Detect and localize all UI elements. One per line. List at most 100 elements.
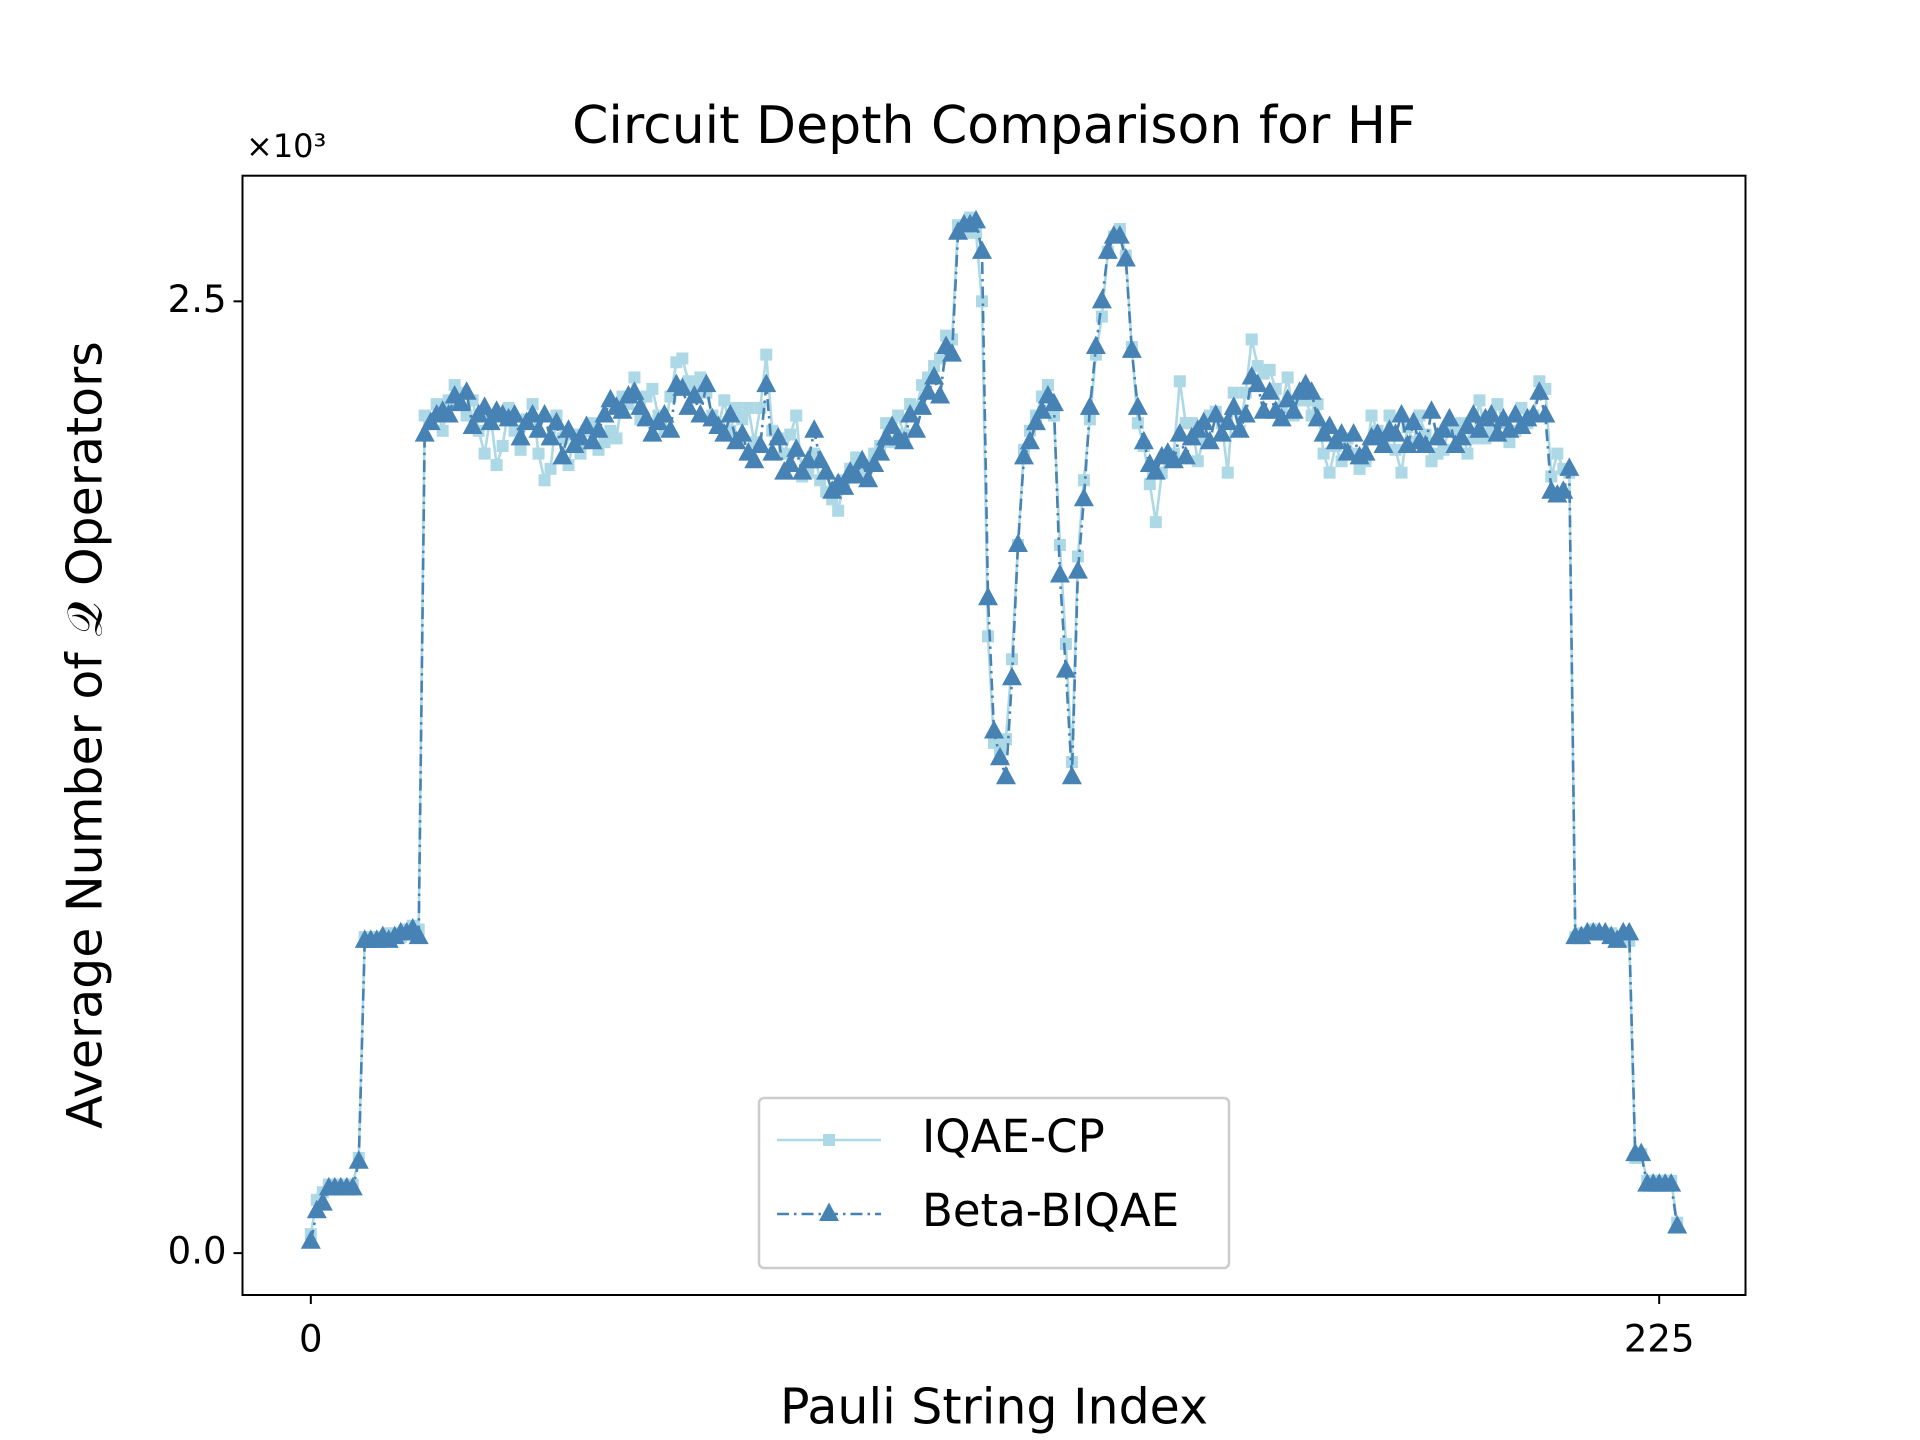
data-point [636, 407, 657, 427]
data-point [1049, 563, 1070, 583]
data-point [1355, 442, 1376, 461]
data-point [1127, 396, 1148, 415]
x-tick-label: 225 [1624, 1318, 1695, 1361]
data-point [1115, 247, 1136, 267]
y-tick-label: 2.5 [168, 278, 227, 321]
data-point [1391, 404, 1412, 423]
data-point [1373, 434, 1394, 454]
data-point [582, 430, 603, 450]
data-point [1055, 659, 1076, 678]
data-point [1301, 381, 1322, 400]
data-point [1235, 404, 1256, 423]
data-point [984, 720, 1004, 739]
data-point [1283, 400, 1304, 419]
data-point [846, 464, 867, 484]
data-point [1173, 375, 1186, 388]
data-point [1415, 434, 1436, 454]
data-point [696, 373, 717, 393]
data-point [1143, 478, 1156, 491]
data-point [900, 404, 921, 423]
data-point [1383, 409, 1396, 422]
data-point [438, 404, 459, 423]
data-point [1073, 487, 1094, 507]
data-point [676, 352, 689, 365]
data-point [1343, 423, 1364, 442]
x-axis-label: Pauli String Index [780, 1379, 1208, 1436]
data-point [510, 426, 531, 446]
data-point [966, 209, 987, 229]
data-point [1079, 396, 1100, 415]
data-point [832, 504, 845, 517]
data-point [1457, 415, 1478, 434]
data-point [1271, 407, 1292, 427]
data-point [654, 404, 675, 423]
data-point [1529, 381, 1550, 400]
data-point [1473, 394, 1486, 407]
data-point [784, 428, 797, 441]
data-point [1169, 423, 1190, 442]
data-point [1031, 400, 1052, 419]
data-point [762, 442, 783, 461]
data-point [1109, 225, 1130, 244]
data-point [1145, 461, 1166, 480]
data-point [816, 461, 837, 480]
data-point [942, 343, 963, 362]
data-point [930, 385, 951, 404]
data-point [1481, 404, 1502, 423]
data-point [1631, 1142, 1652, 1162]
data-point [1211, 423, 1232, 442]
data-point [496, 440, 509, 453]
data-point [544, 462, 557, 475]
data-point [780, 453, 801, 473]
data-point [408, 925, 429, 945]
data-point [732, 423, 753, 442]
data-point [918, 381, 939, 400]
data-point [1551, 447, 1564, 460]
data-point [1205, 404, 1226, 423]
data-point [678, 396, 699, 415]
data-point [1263, 363, 1276, 376]
data-point [1095, 310, 1108, 323]
data-point [768, 426, 789, 446]
data-point [912, 396, 933, 415]
data-point [1661, 1173, 1682, 1192]
data-point [480, 411, 501, 431]
data-point [892, 409, 905, 422]
data-point [1067, 560, 1088, 579]
data-point [1007, 533, 1028, 552]
data-point [1317, 447, 1330, 460]
data-point [534, 404, 555, 423]
data-point [1013, 445, 1034, 465]
data-point [342, 1176, 363, 1196]
data-point [610, 432, 623, 445]
data-point [1061, 765, 1082, 785]
data-point [718, 394, 731, 407]
data-point [1227, 386, 1240, 399]
data-point [1085, 335, 1106, 355]
data-point [1091, 289, 1112, 309]
data-point [1337, 442, 1358, 461]
data-point [1323, 466, 1336, 479]
data-point [594, 404, 615, 423]
data-point [612, 400, 633, 419]
data-point [1223, 396, 1244, 415]
data-point [1307, 407, 1328, 427]
y-offset-label: ×10³ [246, 127, 326, 165]
data-point [660, 419, 681, 438]
data-point [1245, 333, 1258, 346]
data-point [906, 419, 927, 438]
data-point [834, 476, 855, 495]
data-point [1043, 392, 1064, 412]
data-point [1247, 373, 1268, 393]
data-point [1175, 445, 1196, 465]
legend-label: Beta-BIQAE [922, 1184, 1179, 1237]
data-point [538, 474, 551, 487]
data-point [528, 419, 549, 438]
data-point [1451, 426, 1472, 446]
data-point [1025, 411, 1046, 431]
data-point [414, 423, 435, 442]
data-point [1421, 400, 1442, 419]
data-point [478, 447, 491, 460]
data-point [714, 423, 735, 442]
